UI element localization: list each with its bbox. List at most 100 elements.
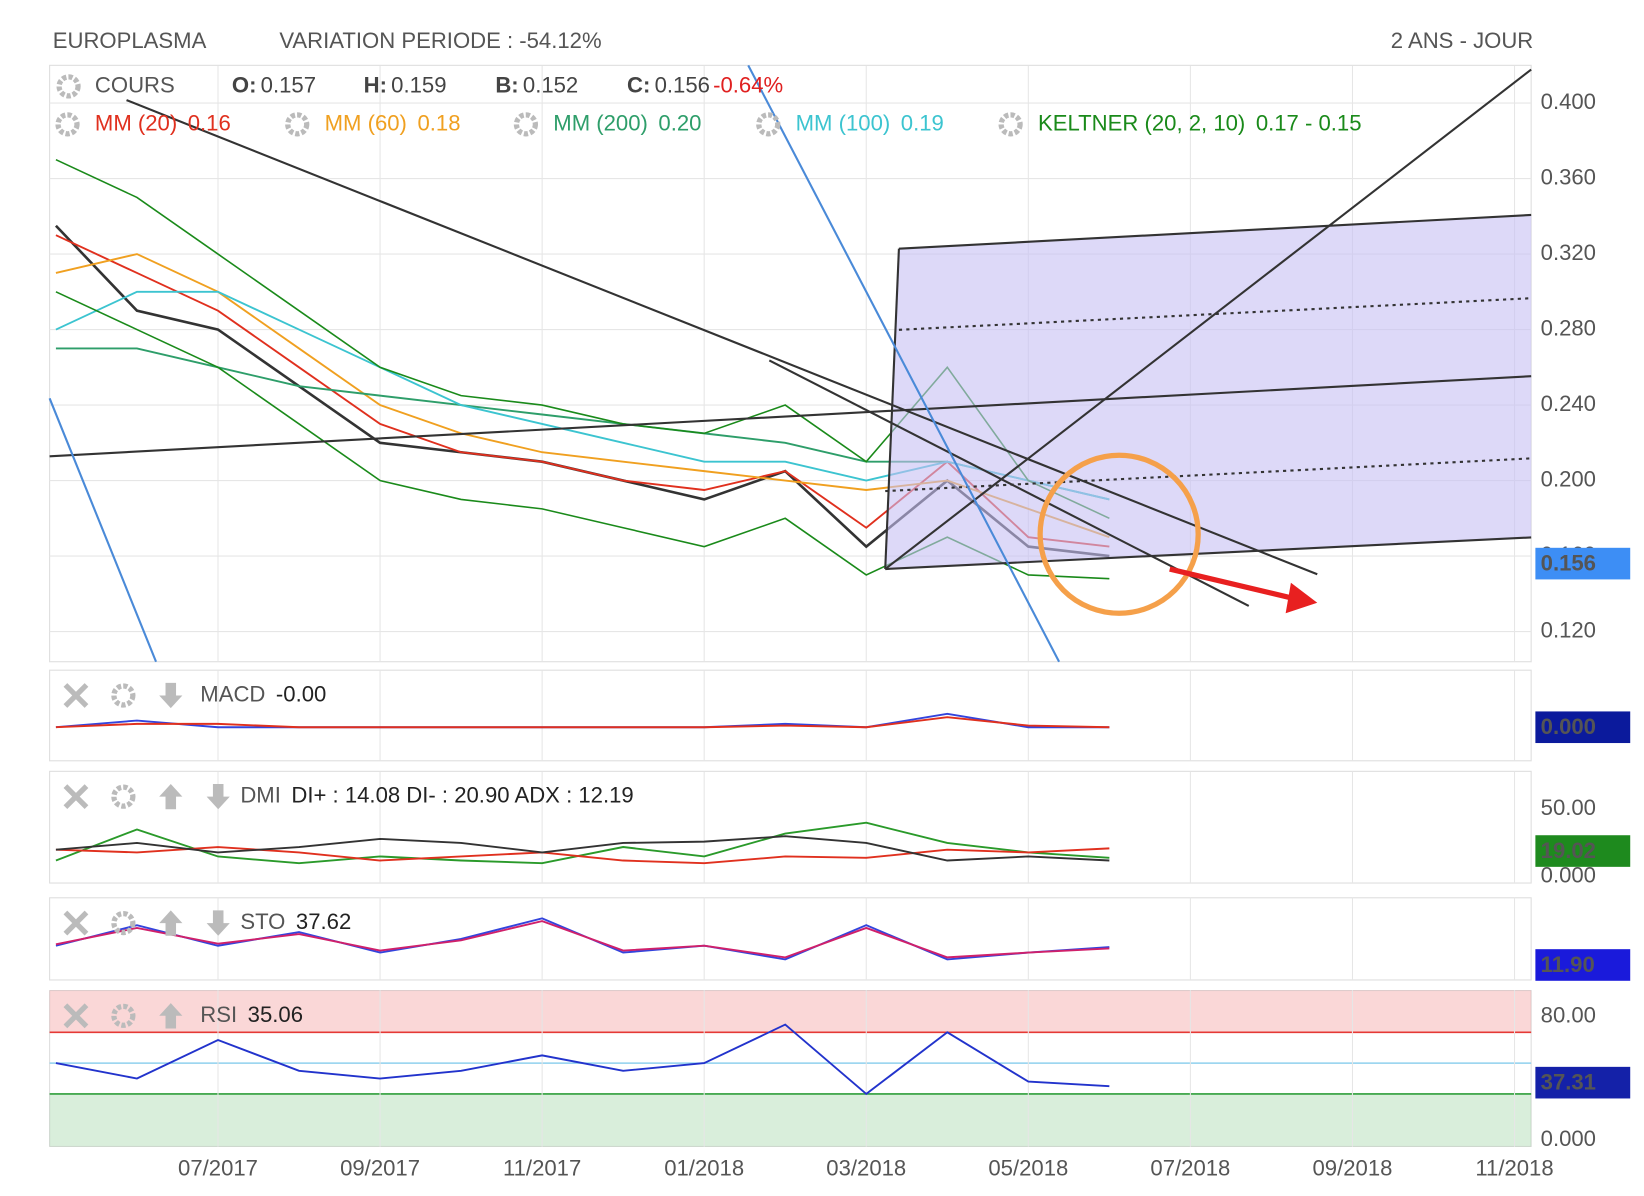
series-line	[55, 821, 1110, 865]
channel-area	[885, 214, 1532, 570]
close-icon	[63, 683, 89, 708]
ohlc: H: 0.159	[364, 72, 447, 97]
indicator-name: RSI	[200, 1002, 237, 1027]
ohlc-value: 0.159	[391, 72, 446, 97]
legend-name: MM (100)	[796, 110, 891, 135]
x-tick-label: 05/2018	[988, 1156, 1068, 1181]
ohlc: O: 0.157	[232, 72, 316, 97]
up-icon	[159, 910, 183, 936]
trend-line	[768, 359, 1250, 607]
symbol: EUROPLASMA	[53, 28, 207, 53]
series-line	[55, 716, 1110, 729]
legend-value: 0.18	[417, 110, 460, 135]
ohlc-value: 0.152	[523, 72, 578, 97]
panels	[49, 64, 1532, 1148]
channel-line	[885, 536, 1532, 571]
x-tick-label: 09/2017	[340, 1156, 420, 1181]
x-tick-label: 07/2017	[178, 1156, 258, 1181]
indicator-value: -0.00	[276, 681, 326, 706]
legend-name: KELTNER (20, 2, 10)	[1038, 110, 1245, 135]
ohlc: C: 0.156 -0.64%	[627, 72, 783, 97]
indicator-value: 37.62	[296, 909, 351, 934]
ohlc-label: H:	[364, 72, 387, 97]
legend-value: 0.19	[901, 110, 944, 135]
ohlc-label: B:	[495, 72, 518, 97]
legend-value: 0.16	[188, 110, 231, 135]
legend-entry: MM (100) 0.19	[796, 110, 944, 135]
overbought-zone	[49, 990, 1532, 1033]
legend-entry: MM (20) 0.16	[95, 110, 231, 135]
y-tick-label: 80.00	[1541, 1003, 1596, 1028]
period: 2 ANS - JOUR	[1391, 28, 1534, 53]
y-tick-label: 0.360	[1541, 164, 1596, 189]
overlay: 0.1200.1600.2000.2400.2800.3200.3600.400…	[55, 72, 1631, 1181]
close-icon	[63, 784, 89, 810]
x-tick-label: 09/2018	[1312, 1156, 1392, 1181]
last-value-badge	[1535, 835, 1631, 867]
indicator-name: MACD	[200, 681, 265, 706]
ohlc-label: C:	[627, 72, 650, 97]
last-value-badge	[1535, 711, 1631, 744]
indicator-name: DMI	[240, 782, 281, 807]
legend-name: MM (200)	[553, 110, 648, 135]
arrow-head	[1285, 582, 1318, 614]
channel-line	[898, 297, 1532, 331]
last-value-label: 0.000	[1541, 714, 1596, 739]
legend-value: 0.20	[658, 110, 701, 135]
close-icon	[63, 910, 89, 936]
ohlc-value: 0.157	[261, 72, 316, 97]
legend-entry: MM (200) 0.20	[553, 110, 701, 135]
legend-entry: MM (60) 0.18	[325, 110, 461, 135]
last-value-label: 19.02	[1541, 838, 1596, 863]
last-value-badge	[1535, 1066, 1631, 1099]
panel-title: MACD -0.00	[200, 681, 326, 706]
x-tick-label: 11/2018	[1475, 1156, 1553, 1181]
drawings	[48, 64, 1532, 663]
last-value-badge	[1535, 547, 1631, 580]
highlight-circle	[1037, 452, 1201, 616]
panel	[49, 897, 1532, 981]
up-icon	[159, 783, 183, 810]
legend-entry: KELTNER (20, 2, 10) 0.17 - 0.15	[1038, 110, 1362, 135]
y-tick-label: 0.200	[1541, 466, 1596, 491]
close-icon	[63, 1003, 89, 1029]
indicator-value: DI+ : 14.08 DI- : 20.90 ADX : 12.19	[291, 782, 633, 807]
trend-line	[49, 375, 1532, 458]
ohlc-label: O:	[232, 72, 257, 97]
trend-line	[747, 64, 1061, 663]
legend-name: MM (60)	[325, 110, 407, 135]
settings-icon	[111, 1003, 136, 1028]
down-icon	[159, 682, 183, 709]
panel-title: STO 37.62	[240, 909, 351, 934]
x-tick-label: 07/2018	[1150, 1156, 1230, 1181]
indicator-name: STO	[240, 909, 285, 934]
series-line	[55, 846, 1110, 865]
arrow	[1169, 566, 1295, 602]
trend-line	[48, 397, 158, 663]
trend-line	[884, 68, 1532, 570]
panel-title: RSI 35.06	[200, 1002, 303, 1027]
settings-icon	[111, 784, 136, 809]
channel-line	[884, 248, 900, 570]
variation: VARIATION PERIODE : -54.12%	[279, 28, 601, 53]
x-tick-label: 11/2017	[503, 1156, 581, 1181]
settings-icon	[513, 112, 539, 137]
legend-name: MM (20)	[95, 110, 177, 135]
channel-line	[898, 213, 1532, 250]
x-tick-label: 01/2018	[664, 1156, 744, 1181]
last-value-label: 0.156	[1541, 551, 1596, 576]
settings-icon	[998, 112, 1023, 137]
panel	[49, 989, 1532, 1148]
series-name: COURS	[95, 72, 175, 97]
channel-line	[885, 457, 1532, 493]
ohlc: B: 0.152	[495, 72, 578, 97]
series-line	[55, 1023, 1110, 1096]
y-tick-label: 0.000	[1541, 1126, 1596, 1151]
y-tick-label: 0.240	[1541, 391, 1596, 416]
series-line	[55, 920, 1110, 959]
settings-icon	[285, 112, 310, 137]
ohlc-value: 0.156	[655, 72, 710, 97]
y-tick-label: 0.400	[1541, 89, 1596, 114]
